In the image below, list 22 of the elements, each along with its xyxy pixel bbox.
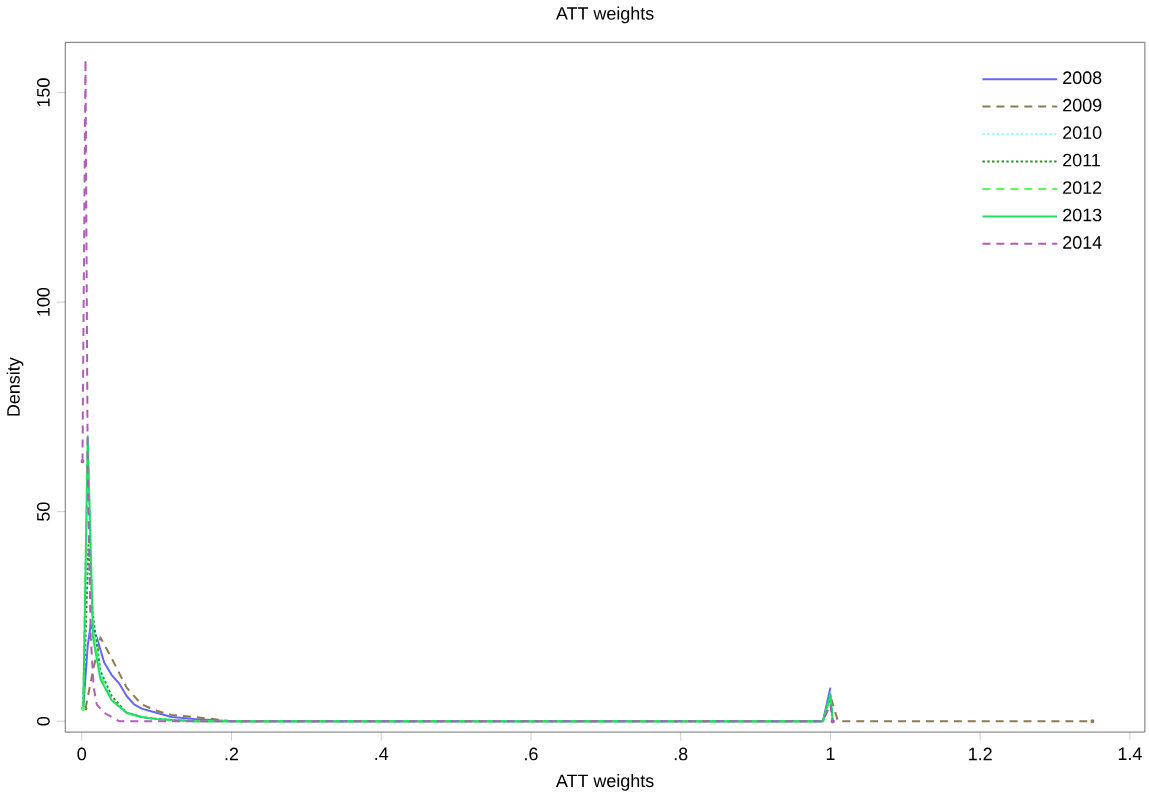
legend-label: 2014 — [1063, 235, 1102, 249]
x-tick-label: .2 — [225, 747, 239, 760]
legend-label: 2008 — [1063, 71, 1102, 84]
y-tick-label: 50 — [37, 502, 50, 521]
legend-label: 2012 — [1063, 181, 1102, 194]
x-tick-label: .8 — [674, 747, 688, 761]
x-axis-title: ATT weights — [555, 773, 654, 791]
x-tick-label: 1.2 — [969, 747, 992, 760]
legend-label: 2011 — [1063, 153, 1100, 167]
y-tick-label: 0 — [37, 716, 50, 726]
x-tick-label: 0 — [77, 747, 87, 761]
chart-title: ATT weights — [555, 6, 654, 24]
x-tick-label: 1.4 — [1118, 747, 1142, 760]
legend-label: 2010 — [1063, 126, 1102, 139]
y-tick-label: 100 — [37, 287, 50, 316]
y-axis-title: Density — [6, 357, 24, 416]
y-tick-label: 150 — [37, 78, 50, 107]
x-tick-label: .6 — [525, 747, 538, 761]
x-tick-label: .4 — [375, 747, 389, 760]
legend-label: 2013 — [1063, 208, 1102, 222]
legend-label: 2009 — [1063, 98, 1102, 112]
x-tick-label: 1 — [826, 747, 835, 760]
